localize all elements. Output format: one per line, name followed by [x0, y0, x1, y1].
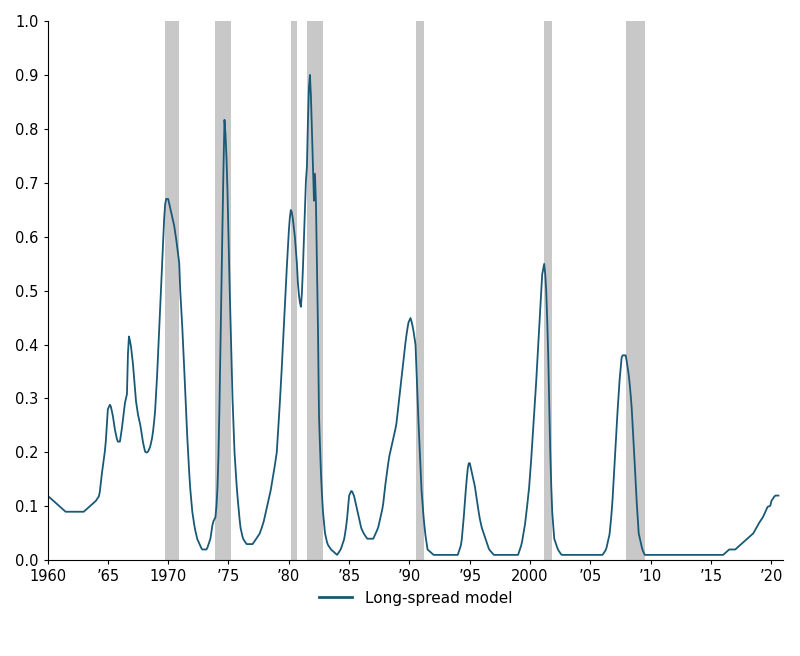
Legend: Long-spread model: Long-spread model	[313, 584, 518, 612]
Bar	[626, 21, 645, 560]
Bar	[307, 21, 323, 560]
Bar	[165, 21, 179, 560]
Bar	[544, 21, 552, 560]
Bar	[291, 21, 297, 560]
Bar	[415, 21, 423, 560]
Bar	[215, 21, 230, 560]
